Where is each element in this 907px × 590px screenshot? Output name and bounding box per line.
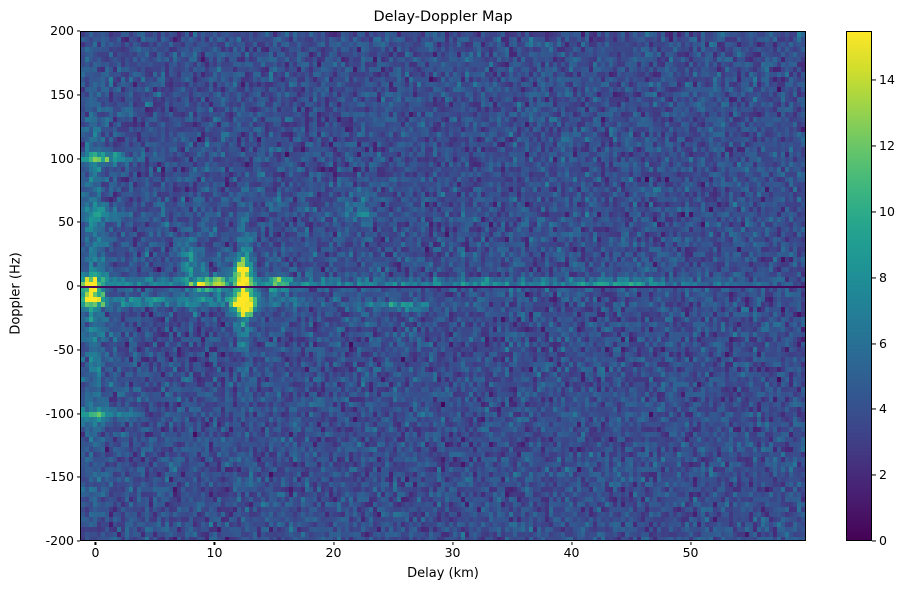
colorbar-tick-mark [872,211,876,213]
chart-title: Delay-Doppler Map [373,9,513,25]
colorbar-tick-mark [872,277,876,279]
colorbar-tick-mark [872,474,876,476]
x-tick-mark [570,541,573,545]
colorbar-tick-label: 4 [879,401,887,417]
y-tick-mark [76,30,80,32]
y-tick-mark [76,221,80,223]
x-tick-mark [94,541,97,545]
y-tick-mark [76,540,80,542]
y-tick-mark [76,476,80,478]
y-tick-mark [76,157,80,160]
colorbar-tick-label: 14 [879,72,895,88]
x-tick-label: 20 [325,545,342,560]
colorbar-tick-label: 8 [879,269,887,285]
y-tick-label: -150 [45,469,74,484]
y-tick-mark [76,285,80,287]
y-tick-label: 0 [66,277,74,293]
colorbar-tick-label: 12 [879,137,895,153]
x-tick-label: 50 [682,545,699,560]
x-tick-mark [213,541,216,545]
x-tick-label: 40 [563,545,580,560]
x-axis-label: Delay (km) [407,566,479,581]
y-tick-mark [76,94,80,96]
colorbar-tick-label: 0 [879,532,887,548]
x-tick-mark [451,541,454,545]
colorbar[interactable] [846,31,872,541]
x-tick-label: 30 [444,545,461,560]
colorbar-tick-label: 10 [879,203,895,219]
y-tick-mark [76,349,80,351]
x-tick-label: 10 [206,545,223,560]
y-tick-label: 150 [50,86,74,102]
colorbar-tick-label: 6 [879,335,887,351]
colorbar-tick-mark [872,540,876,542]
colorbar-gradient [847,32,871,540]
colorbar-tick-mark [872,79,876,81]
y-tick-mark [76,412,80,415]
y-tick-label: 200 [50,22,74,38]
x-tick-label: 0 [91,545,100,560]
colorbar-tick-mark [872,145,876,147]
y-tick-label: 100 [50,150,74,166]
colorbar-tick-label: 2 [879,466,887,482]
colorbar-tick-mark [872,343,876,345]
x-tick-mark [332,541,335,545]
x-tick-mark [690,541,692,545]
heatmap-axes[interactable] [80,31,806,541]
y-tick-label: 50 [58,214,74,229]
y-tick-label: -50 [53,341,74,357]
colorbar-tick-mark [872,408,876,410]
delay-doppler-heatmap[interactable] [81,32,805,540]
y-tick-label: -200 [45,532,74,548]
y-tick-label: -100 [45,405,74,421]
